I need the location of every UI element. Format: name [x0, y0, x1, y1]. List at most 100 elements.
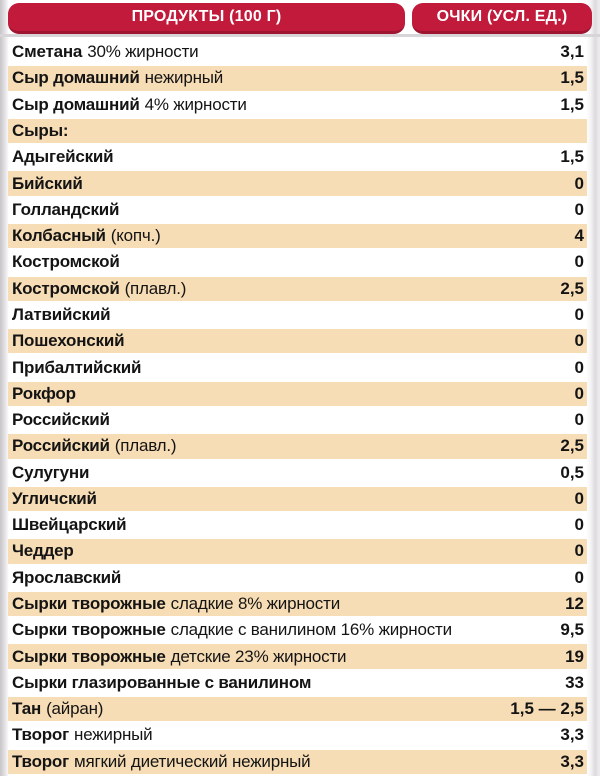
table-row: Сыр домашний нежирный 1,5 — [8, 64, 587, 93]
product-name: Адыгейский — [12, 147, 114, 167]
product-name: Российский — [12, 436, 110, 456]
product-desc: сладкие 8% жирности — [170, 594, 341, 614]
header-divider — [0, 34, 600, 37]
points-header-label: ОЧКИ (УСЛ. ЕД.) — [436, 8, 568, 25]
table-row: Прибалтийский 0 — [8, 355, 587, 379]
table-row: Сырки творожные сладкие 8% жирности 12 — [8, 589, 587, 619]
product-name: Швейцарский — [12, 515, 127, 535]
product-name: Колбасный — [12, 226, 106, 246]
table-row: Швейцарский 0 — [8, 513, 587, 537]
table-row: Сырки творожные сладкие с ванилином 16% ж… — [8, 618, 587, 642]
table-row: Сулугуни 0,5 — [8, 461, 587, 485]
product-desc: (плавл.) — [114, 436, 177, 456]
product-value: 2,5 — [560, 278, 584, 298]
product-desc: (копч.) — [110, 226, 161, 246]
product-desc: мягкий диетический нежирный — [74, 751, 311, 771]
page-right-edge — [586, 0, 600, 776]
product-desc: 30% жирности — [87, 42, 199, 62]
product-name: Чеддер — [12, 541, 74, 561]
table-row: Чеддер 0 — [8, 537, 587, 566]
product-name: Ярославский — [12, 567, 122, 587]
product-value: 12 — [565, 594, 584, 614]
product-value: 9,5 — [560, 620, 584, 640]
product-name: Творог — [12, 751, 69, 771]
table-row: Сырки глазированные с ванилином 33 — [8, 671, 587, 695]
product-name: Сырки глазированные с ванилином — [12, 672, 312, 692]
product-name: Сметана — [12, 42, 83, 62]
product-name: Бийский — [12, 173, 83, 193]
product-value: 0 — [574, 567, 584, 587]
product-desc: нежирный — [74, 725, 153, 745]
table-row: Бийский 0 — [8, 169, 587, 198]
product-name: Рокфор — [12, 383, 76, 403]
product-name: Сулугуни — [12, 462, 90, 482]
product-value: 3,3 — [560, 751, 584, 771]
product-value: 4 — [574, 226, 584, 246]
table-row: Ярославский 0 — [8, 566, 587, 590]
table-row: Сыр домашний 4% жирности 1,5 — [8, 93, 587, 117]
product-name: Сыры: — [12, 120, 69, 140]
product-name: Прибалтийский — [12, 357, 142, 377]
products-header-label: ПРОДУКТЫ (100 Г) — [131, 8, 282, 25]
product-value: 1,5 — [560, 147, 584, 167]
product-name: Угличский — [12, 488, 97, 508]
table-row: Сырки творожные детские 23% жирности 19 — [8, 642, 587, 671]
table-row: Тан (айран) 1,5 — 2,5 — [8, 695, 587, 724]
product-name: Латвийский — [12, 304, 111, 324]
product-value: 3,1 — [560, 42, 584, 62]
product-desc: сладкие с ванилином 16% жирности — [170, 620, 452, 640]
products-table: Сметана 30% жирности 3,1 Сыр домашний нежирн… — [8, 40, 587, 776]
table-row: Костромской 0 — [8, 250, 587, 274]
table-row: Латвийский 0 — [8, 303, 587, 327]
product-value: 3,3 — [560, 725, 584, 745]
points-header-pill: ОЧКИ (УСЛ. ЕД.) — [412, 3, 592, 34]
table-row: Костромской (плавл.) 2,5 — [8, 274, 587, 303]
product-desc: детские 23% жирности — [170, 646, 347, 666]
product-name: Пошехонский — [12, 331, 125, 351]
product-value: 0 — [574, 410, 584, 430]
product-name: Тан — [12, 699, 42, 719]
table-row: Голландский 0 — [8, 198, 587, 222]
product-desc: (айран) — [46, 699, 104, 719]
product-name: Костромской — [12, 252, 120, 272]
product-name: Сырки творожные — [12, 594, 166, 614]
product-value: 0 — [574, 515, 584, 535]
product-value: 1,5 — 2,5 — [510, 699, 584, 719]
product-value: 0 — [574, 173, 584, 193]
table-row: Сметана 30% жирности 3,1 — [8, 40, 587, 64]
products-header-pill: ПРОДУКТЫ (100 Г) — [8, 3, 405, 34]
product-name: Сыр домашний — [12, 94, 140, 114]
product-name: Сырки творожные — [12, 646, 166, 666]
product-value: 0,5 — [560, 462, 584, 482]
table-row: Колбасный (копч.) 4 — [8, 221, 587, 251]
product-name: Сыр домашний — [12, 68, 140, 88]
product-value: 0 — [574, 541, 584, 561]
page-left-edge — [0, 0, 9, 776]
product-value: 0 — [574, 357, 584, 377]
product-value: 0 — [574, 252, 584, 272]
product-name: Голландский — [12, 199, 120, 219]
product-desc: 4% жирности — [144, 94, 247, 114]
product-name: Сырки творожные — [12, 620, 166, 640]
table-row: Творог мягкий диетический нежирный 3,3 — [8, 747, 587, 776]
product-name: Творог — [12, 725, 69, 745]
product-value: 0 — [574, 488, 584, 508]
product-value: 1,5 — [560, 94, 584, 114]
table-row: Адыгейский 1,5 — [8, 145, 587, 169]
product-desc: нежирный — [144, 68, 224, 88]
table-row: Российский 0 — [8, 408, 587, 432]
table-row: Творог нежирный 3,3 — [8, 723, 587, 747]
product-value: 0 — [574, 304, 584, 324]
product-name: Российский — [12, 410, 110, 430]
product-desc: (плавл.) — [124, 278, 187, 298]
table-row: Российский (плавл.) 2,5 — [8, 432, 587, 461]
table-row: Сыры: — [8, 116, 587, 146]
product-value: 0 — [574, 199, 584, 219]
product-name: Костромской — [12, 278, 120, 298]
table-row: Угличский 0 — [8, 484, 587, 514]
table-row: Рокфор 0 — [8, 379, 587, 408]
product-value: 19 — [565, 646, 584, 666]
product-value: 0 — [574, 331, 584, 351]
product-value: 1,5 — [560, 68, 584, 88]
